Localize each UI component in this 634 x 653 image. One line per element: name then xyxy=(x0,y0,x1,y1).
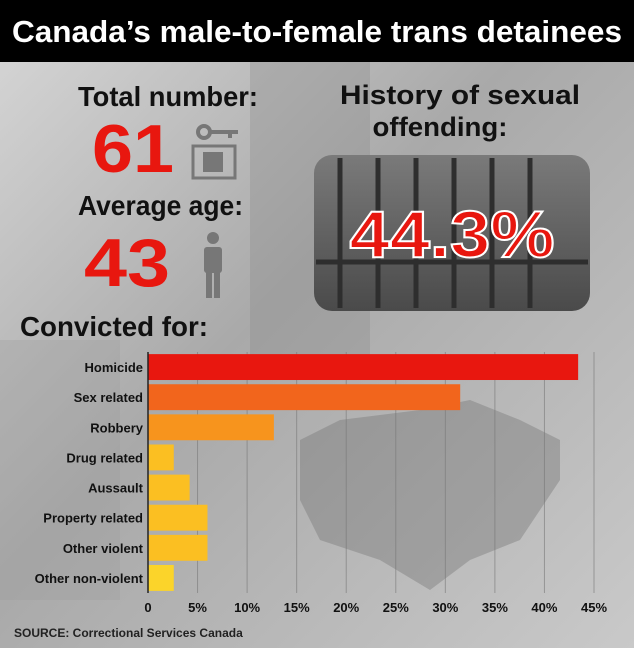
bar xyxy=(148,504,208,531)
bar xyxy=(148,384,461,411)
history-value: 44.3% xyxy=(350,197,555,271)
history-label: History of sexual xyxy=(340,80,580,110)
total-label: Total number: xyxy=(78,81,258,112)
source: SOURCE: Correctional Services Canada xyxy=(14,626,243,640)
x-tick-label: 35% xyxy=(482,600,508,615)
category-label: Robbery xyxy=(90,420,144,435)
total-value: 61 xyxy=(92,111,174,187)
x-tick-label: 40% xyxy=(531,600,557,615)
wall-shadow xyxy=(0,340,120,600)
category-label: Aussault xyxy=(88,481,144,496)
category-label: Other violent xyxy=(63,541,144,556)
category-label: Sex related xyxy=(74,390,143,405)
history-label: offending: xyxy=(373,112,508,142)
x-tick-label: 20% xyxy=(333,600,359,615)
title-bar xyxy=(0,0,634,62)
x-tick-label: 45% xyxy=(581,600,607,615)
age-value: 43 xyxy=(84,225,170,301)
bar xyxy=(148,414,274,441)
chart-title: Convicted for: xyxy=(20,311,208,342)
category-label: Property related xyxy=(43,511,143,526)
category-label: Other non-violent xyxy=(35,571,144,586)
cell-bars xyxy=(316,158,588,308)
category-label: Homicide xyxy=(84,360,143,375)
bar xyxy=(148,564,174,591)
bar xyxy=(148,444,174,471)
bar xyxy=(148,354,579,381)
age-label: Average age: xyxy=(78,190,243,221)
bar xyxy=(148,474,190,501)
person-icon xyxy=(204,232,222,298)
x-tick-label: 10% xyxy=(234,600,260,615)
x-tick-label: 15% xyxy=(284,600,310,615)
key-icon xyxy=(191,124,238,180)
category-label: Drug related xyxy=(66,450,143,465)
x-tick-label: 5% xyxy=(188,600,207,615)
x-tick-label: 25% xyxy=(383,600,409,615)
bar xyxy=(148,534,208,561)
headline: Canada’s male-to-female trans detainees xyxy=(12,14,622,49)
x-tick-label: 0 xyxy=(144,600,151,615)
x-tick-label: 30% xyxy=(432,600,458,615)
